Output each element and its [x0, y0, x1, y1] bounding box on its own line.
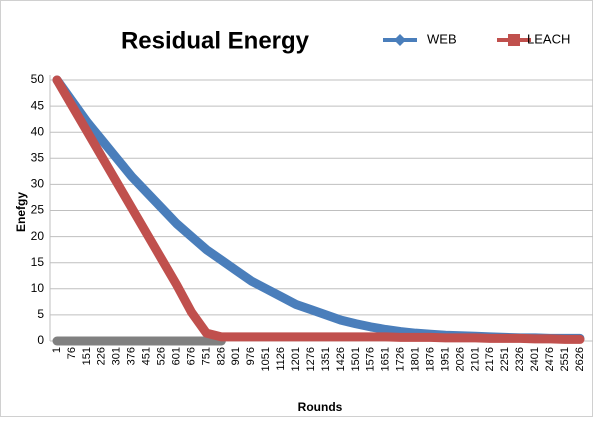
x-tick-label: 1426 — [335, 347, 347, 371]
x-tick-label: 2251 — [499, 347, 511, 371]
x-tick-label: 151 — [81, 347, 93, 365]
y-axis-label: Enefgy — [14, 192, 28, 232]
x-tick-label: 2101 — [469, 347, 481, 371]
x-tick-label: 601 — [170, 347, 182, 365]
y-tick-label: 20 — [31, 229, 45, 243]
y-tick-label: 5 — [37, 307, 44, 321]
x-tick-label: 676 — [185, 347, 197, 365]
y-tick-label: 35 — [31, 150, 45, 164]
x-tick-label: 1951 — [439, 347, 451, 371]
x-tick-label: 1 — [51, 347, 63, 353]
x-tick-label: 826 — [215, 347, 227, 365]
x-tick-label: 1501 — [350, 347, 362, 371]
x-tick-label: 1651 — [380, 347, 392, 371]
y-tick-label: 30 — [31, 177, 45, 191]
x-tick-label: 451 — [141, 347, 153, 365]
x-tick-label: 1801 — [410, 347, 422, 371]
x-tick-label: 2626 — [574, 347, 586, 371]
legend-label: LEACH — [527, 31, 570, 46]
x-tick-label: 2176 — [484, 347, 496, 371]
x-tick-label: 1351 — [320, 347, 332, 371]
x-tick-label: 2401 — [529, 347, 541, 371]
legend-marker — [508, 34, 520, 46]
x-tick-label: 76 — [66, 347, 78, 359]
data-line — [52, 75, 585, 344]
y-tick-label: 45 — [31, 98, 45, 112]
x-tick-label: 1201 — [290, 347, 302, 371]
x-tick-label: 901 — [230, 347, 242, 365]
x-tick-label: 1576 — [365, 347, 377, 371]
x-axis-label: Rounds — [298, 400, 343, 414]
x-tick-label: 226 — [96, 347, 108, 365]
x-tick-label: 1276 — [305, 347, 317, 371]
y-tick-label: 15 — [31, 255, 45, 269]
x-tick-label: 376 — [126, 347, 138, 365]
x-tick-label: 1051 — [260, 347, 272, 371]
x-tick-label: 2326 — [514, 347, 526, 371]
y-tick-label: 0 — [37, 333, 44, 347]
x-tick-label: 976 — [245, 347, 257, 365]
y-tick-label: 40 — [31, 124, 45, 138]
y-tick-label: 25 — [31, 203, 45, 217]
x-tick-label: 2476 — [544, 347, 556, 371]
legend-marker — [394, 34, 406, 46]
x-tick-label: 1876 — [424, 347, 436, 371]
x-tick-label: 301 — [111, 347, 123, 365]
y-tick-label: 10 — [31, 281, 45, 295]
x-tick-label: 1126 — [275, 347, 287, 371]
chart-title: Residual Energy — [121, 27, 310, 54]
x-tick-label: 1726 — [395, 347, 407, 371]
legend-label: WEB — [427, 31, 457, 46]
x-tick-label: 526 — [156, 347, 168, 365]
x-tick-label: 2026 — [454, 347, 466, 371]
x-tick-label: 2551 — [559, 347, 571, 371]
y-tick-label: 50 — [31, 72, 45, 86]
x-tick-label: 751 — [200, 347, 212, 365]
